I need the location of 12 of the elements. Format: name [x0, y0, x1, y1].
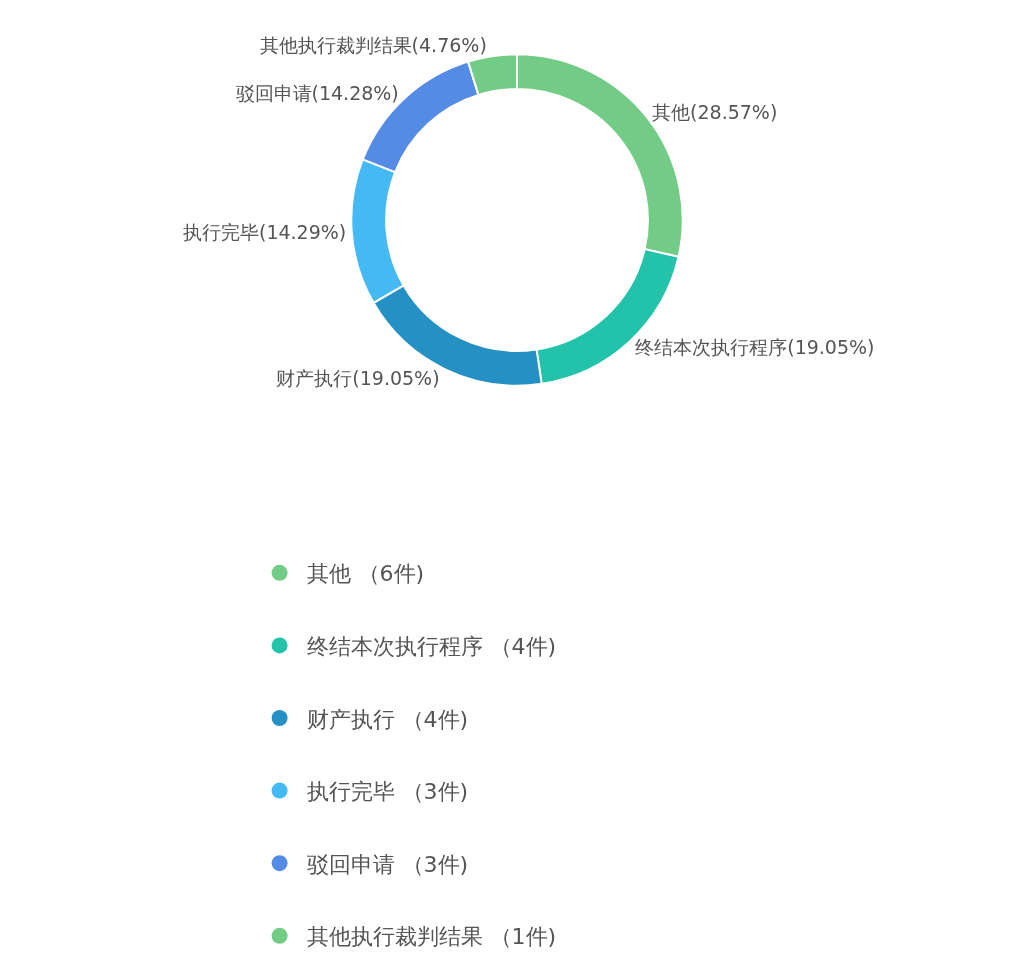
legend-label: 其他 （6件) [306, 561, 425, 587]
legend-label: 执行完毕 （3件) [306, 779, 469, 805]
data-label: 执行完毕(14.29%) [182, 221, 347, 244]
data-label: 终结本次执行程序(19.05%) [635, 336, 875, 359]
data-label: 驳回申请(14.28%) [235, 81, 399, 104]
legend-label: 终结本次执行程序 （4件) [306, 633, 557, 659]
data-label: 其他执行裁判结果(4.76%) [259, 34, 487, 57]
data-label: 财产执行(19.05%) [276, 367, 440, 390]
legend-label: 驳回申请 （3件) [306, 851, 469, 877]
legend-label: 财产执行 （4件) [306, 706, 469, 732]
data-label: 其他(28.57%) [652, 101, 778, 124]
legend-label: 其他执行裁判结果 （1件) [306, 924, 557, 950]
